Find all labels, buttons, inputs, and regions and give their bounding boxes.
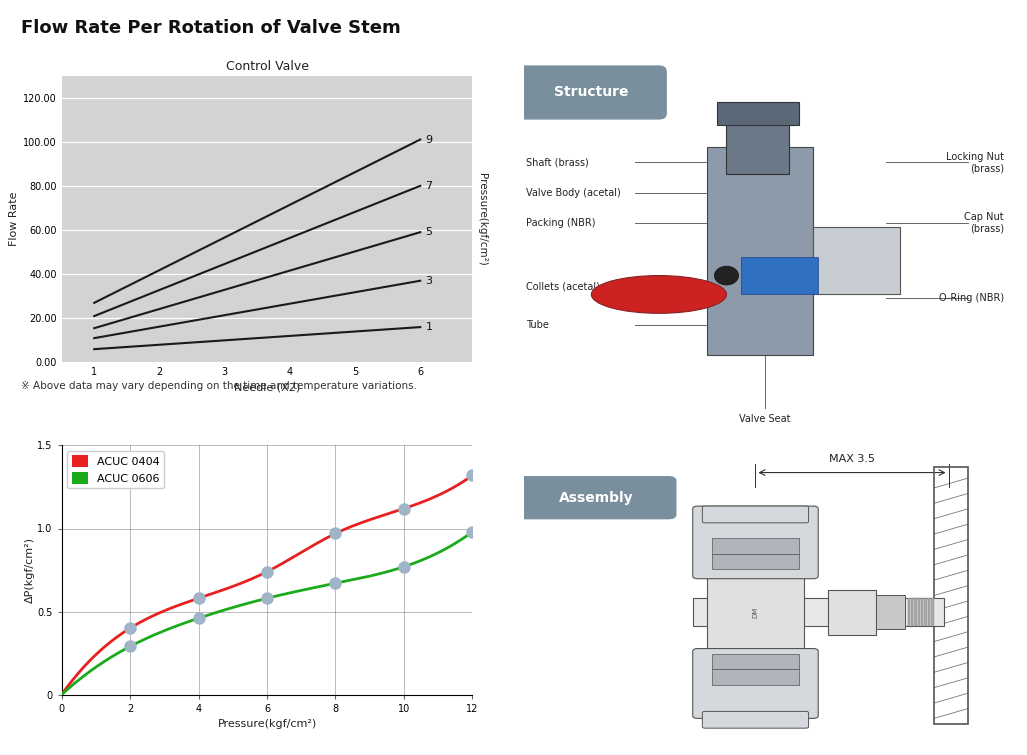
FancyBboxPatch shape	[921, 598, 923, 626]
Circle shape	[715, 267, 738, 285]
FancyBboxPatch shape	[927, 598, 930, 626]
Text: Cap Nut
(brass): Cap Nut (brass)	[964, 212, 1004, 233]
X-axis label: Needle (X2): Needle (X2)	[234, 383, 300, 393]
FancyBboxPatch shape	[702, 506, 808, 522]
Text: 5: 5	[425, 227, 432, 237]
Text: Shaft (brass): Shaft (brass)	[526, 157, 588, 168]
Text: 3: 3	[425, 276, 432, 285]
Text: Flow Rate Per Rotation of Valve Stem: Flow Rate Per Rotation of Valve Stem	[21, 19, 401, 37]
FancyBboxPatch shape	[726, 117, 790, 174]
FancyBboxPatch shape	[931, 598, 934, 626]
Text: Valve Seat: Valve Seat	[739, 414, 791, 424]
FancyBboxPatch shape	[876, 596, 905, 629]
FancyBboxPatch shape	[708, 562, 804, 663]
Text: Structure: Structure	[555, 85, 629, 100]
Text: 1: 1	[425, 322, 432, 332]
FancyBboxPatch shape	[908, 598, 910, 626]
Text: MAX 3.5: MAX 3.5	[829, 455, 875, 464]
Text: O-Ring (NBR): O-Ring (NBR)	[939, 293, 1004, 304]
FancyBboxPatch shape	[712, 654, 799, 670]
Text: 7: 7	[425, 181, 432, 191]
Y-axis label: Flow Rate: Flow Rate	[9, 192, 18, 246]
FancyBboxPatch shape	[911, 598, 913, 626]
Y-axis label: Pressure(kgf/cm²): Pressure(kgf/cm²)	[477, 173, 487, 265]
Text: Packing (NBR): Packing (NBR)	[526, 217, 596, 228]
FancyBboxPatch shape	[702, 711, 808, 728]
FancyBboxPatch shape	[741, 257, 819, 294]
FancyBboxPatch shape	[918, 598, 920, 626]
FancyBboxPatch shape	[712, 538, 799, 553]
FancyBboxPatch shape	[717, 102, 799, 125]
FancyBboxPatch shape	[924, 598, 926, 626]
FancyBboxPatch shape	[517, 66, 667, 119]
X-axis label: Pressure(kgf/cm²): Pressure(kgf/cm²)	[218, 720, 316, 729]
Text: DM: DM	[753, 606, 759, 618]
Text: 9: 9	[425, 134, 432, 144]
FancyBboxPatch shape	[712, 670, 799, 685]
FancyBboxPatch shape	[914, 598, 917, 626]
FancyBboxPatch shape	[813, 226, 901, 294]
FancyBboxPatch shape	[692, 649, 819, 719]
FancyBboxPatch shape	[708, 147, 813, 355]
Y-axis label: ΔP(kgf/cm²): ΔP(kgf/cm²)	[25, 537, 35, 603]
Text: ※ Above data may vary depending on the time and temperature variations.: ※ Above data may vary depending on the t…	[21, 381, 417, 391]
Text: Locking Nut
(brass): Locking Nut (brass)	[946, 152, 1004, 173]
FancyBboxPatch shape	[692, 598, 944, 626]
FancyBboxPatch shape	[517, 476, 676, 519]
FancyBboxPatch shape	[692, 506, 819, 578]
Legend: ACUC 0404, ACUC 0606: ACUC 0404, ACUC 0606	[67, 451, 164, 488]
Title: Control Valve: Control Valve	[226, 60, 308, 73]
Text: Tube: Tube	[526, 319, 549, 330]
Text: Collets (acetal): Collets (acetal)	[526, 282, 600, 292]
Text: Assembly: Assembly	[559, 491, 634, 504]
Ellipse shape	[592, 276, 726, 313]
FancyBboxPatch shape	[828, 590, 876, 634]
Text: Valve Body (acetal): Valve Body (acetal)	[526, 187, 621, 198]
FancyBboxPatch shape	[712, 553, 799, 569]
